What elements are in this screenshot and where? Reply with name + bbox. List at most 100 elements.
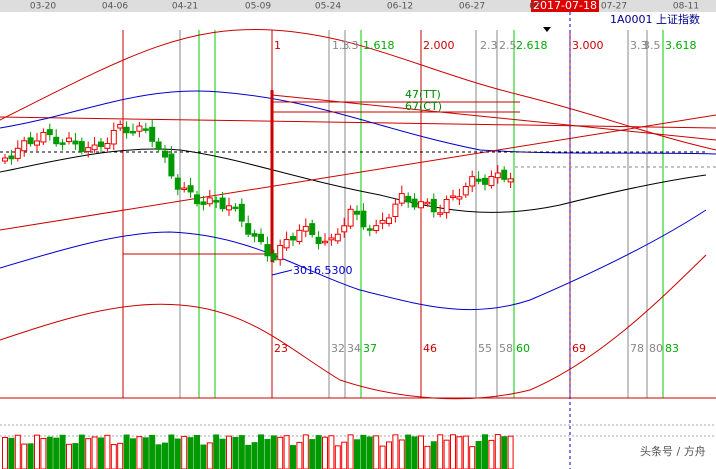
fib-count: 23 [274, 342, 288, 355]
volume-bar [104, 434, 111, 469]
candle-body [162, 150, 168, 158]
candle-body [475, 178, 482, 182]
candle-body [507, 178, 514, 183]
tt-label: 47(TT) [405, 88, 441, 101]
candle-body [110, 130, 117, 145]
candle-body [123, 126, 130, 134]
volume-bar [258, 434, 264, 469]
fib-count: 34 [347, 342, 361, 355]
candle-body [8, 155, 15, 160]
candle-body [456, 196, 463, 200]
fib-ratio: 3.5 [643, 39, 661, 52]
volume-bar [245, 444, 252, 469]
cursor-date: 2017-07-18 [533, 0, 597, 12]
volume-bar [290, 445, 296, 469]
candle-body [98, 141, 104, 148]
volume-bar [238, 435, 245, 469]
volume-bar [494, 434, 501, 469]
volume-bar [411, 436, 418, 469]
volume-bar [194, 435, 200, 469]
candle-body [488, 176, 495, 187]
volume-bar [40, 437, 47, 469]
volume-bar [142, 437, 149, 469]
volume-bar [91, 436, 98, 469]
date-label: 08-11 [673, 2, 699, 12]
volume-bar [507, 435, 514, 469]
fib-count: 83 [665, 342, 679, 355]
volume-bar [130, 438, 136, 469]
volume-bar [206, 442, 213, 469]
candle-body [347, 208, 354, 227]
volume-bar [21, 443, 28, 469]
candle-body [66, 137, 72, 143]
volume-bar [462, 435, 469, 469]
candle-body [85, 147, 92, 153]
candle-body [277, 244, 284, 261]
volume-bar [488, 439, 495, 469]
volume-bar [373, 435, 380, 469]
volume-bar [469, 446, 476, 469]
volume-bar [309, 439, 316, 469]
candle-body [309, 223, 316, 236]
candle-body [194, 194, 200, 205]
volume-bar [283, 435, 290, 469]
volume-bar [379, 445, 386, 469]
volume-bar [418, 435, 424, 469]
volume-bar [430, 441, 437, 469]
candle-body [405, 195, 412, 203]
fib-ratio: 1 [274, 39, 281, 52]
volume-bar [66, 443, 72, 469]
candle-body [78, 141, 85, 152]
candle-body [168, 153, 175, 177]
date-label: 04-21 [172, 2, 198, 12]
fib-ratio: 1.3 [332, 39, 350, 52]
candle-body [27, 137, 34, 145]
candle-body [328, 237, 335, 241]
fib-count: 37 [363, 342, 377, 355]
volume-bar [501, 436, 508, 469]
candle-body [430, 198, 437, 213]
volume-bar [270, 435, 277, 469]
fib-ratio: 3.000 [572, 39, 604, 52]
volume-bar [456, 436, 463, 469]
volume-bar [85, 438, 92, 469]
volume-bar [162, 442, 168, 469]
volume-bar [347, 434, 354, 469]
low-label: 3016.5300 [293, 264, 353, 277]
date-label: 03-20 [30, 2, 56, 12]
candle-body [264, 244, 271, 257]
candle-body [322, 240, 328, 244]
volume-bar [341, 441, 348, 469]
candle-body [136, 125, 143, 132]
candle-body [174, 177, 181, 190]
volume-bar [34, 434, 40, 469]
fib-ratio: 2.618 [516, 39, 548, 52]
candle-body [2, 157, 8, 162]
candle-body [251, 233, 258, 237]
volume-bar [398, 439, 405, 469]
candle-body [59, 142, 66, 145]
candle-body [226, 205, 232, 211]
fib-count: 58 [499, 342, 513, 355]
volume-bar [392, 434, 399, 469]
candle-body [334, 233, 341, 242]
volume-bar [174, 438, 181, 469]
fib-ratio: 2.5 [499, 39, 517, 52]
candle-body [206, 197, 213, 205]
candle-body [469, 176, 476, 187]
volume-bar [136, 436, 143, 469]
volume-bar [264, 438, 271, 469]
candle-body [34, 140, 40, 146]
candle-body [104, 142, 111, 149]
volume-bar [78, 434, 85, 469]
candle-body [418, 201, 424, 209]
candle-body [443, 198, 450, 214]
ct-label: 67(CT) [405, 100, 442, 113]
date-label: 06-27 [459, 2, 485, 12]
date-label: 07 [529, 2, 540, 12]
bands [0, 29, 716, 400]
volume-bar [437, 434, 444, 469]
volume-bar [14, 434, 21, 469]
candle-body [219, 197, 226, 210]
